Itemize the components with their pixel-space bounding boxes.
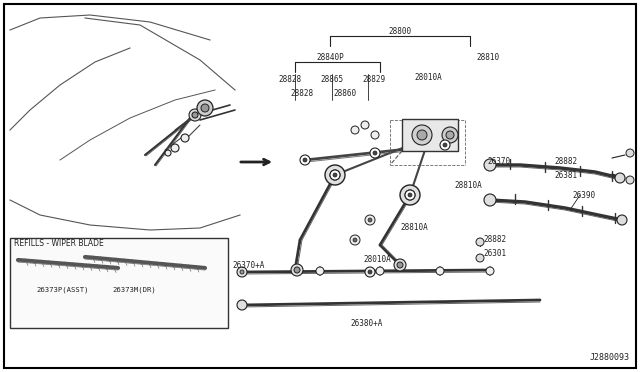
Circle shape (476, 254, 484, 262)
Circle shape (486, 267, 494, 275)
Circle shape (626, 149, 634, 157)
Text: 28810A: 28810A (454, 180, 482, 189)
Circle shape (408, 193, 412, 197)
Circle shape (615, 173, 625, 183)
Bar (402, 119, 458, 151)
Text: 28010A: 28010A (414, 74, 442, 83)
Text: 28828: 28828 (291, 90, 314, 99)
Circle shape (300, 155, 310, 165)
Circle shape (165, 150, 171, 156)
Circle shape (350, 235, 360, 245)
Circle shape (197, 100, 213, 116)
Circle shape (371, 131, 379, 139)
Circle shape (484, 194, 496, 206)
Circle shape (240, 270, 244, 274)
Circle shape (330, 170, 340, 180)
Circle shape (333, 173, 337, 177)
Text: 26380+A: 26380+A (351, 318, 383, 327)
Circle shape (330, 170, 340, 180)
Text: 28810A: 28810A (400, 224, 428, 232)
Circle shape (373, 151, 377, 155)
Text: 28829: 28829 (362, 76, 385, 84)
Circle shape (368, 270, 372, 274)
Circle shape (446, 131, 454, 139)
Circle shape (476, 238, 484, 246)
Text: 26370: 26370 (487, 157, 510, 167)
Circle shape (405, 190, 415, 200)
Text: 28828: 28828 (278, 76, 301, 84)
Circle shape (316, 267, 324, 275)
Circle shape (405, 190, 415, 200)
Circle shape (412, 125, 432, 145)
Circle shape (365, 215, 375, 225)
Text: 28882: 28882 (554, 157, 577, 167)
Circle shape (436, 267, 444, 275)
Text: 28010A: 28010A (363, 256, 391, 264)
Circle shape (181, 134, 189, 142)
Text: 26373P(ASST): 26373P(ASST) (36, 287, 89, 293)
Circle shape (617, 215, 627, 225)
Circle shape (365, 267, 375, 277)
Text: 28865: 28865 (321, 76, 344, 84)
Text: 28840P: 28840P (316, 54, 344, 62)
Text: 28882: 28882 (483, 235, 506, 244)
Circle shape (303, 158, 307, 162)
Circle shape (417, 130, 427, 140)
Circle shape (370, 148, 380, 158)
Circle shape (294, 267, 300, 273)
Text: 28800: 28800 (388, 28, 412, 36)
Circle shape (171, 144, 179, 152)
Circle shape (397, 262, 403, 268)
Text: 26390: 26390 (572, 192, 595, 201)
Circle shape (189, 109, 201, 121)
Text: 26381: 26381 (554, 171, 577, 180)
Circle shape (443, 143, 447, 147)
Circle shape (237, 300, 247, 310)
Circle shape (440, 140, 450, 150)
Text: J2880093: J2880093 (590, 353, 630, 362)
Circle shape (291, 264, 303, 276)
Circle shape (442, 127, 458, 143)
Circle shape (351, 126, 359, 134)
Circle shape (484, 159, 496, 171)
Text: 26301: 26301 (483, 250, 506, 259)
Text: 28810: 28810 (476, 54, 499, 62)
Circle shape (400, 185, 420, 205)
Text: REFILLS - WIPER BLADE: REFILLS - WIPER BLADE (14, 240, 104, 248)
Circle shape (192, 112, 198, 118)
Circle shape (626, 176, 634, 184)
Circle shape (325, 165, 345, 185)
Circle shape (361, 121, 369, 129)
Circle shape (237, 267, 247, 277)
Circle shape (394, 259, 406, 271)
Text: 26370+A: 26370+A (232, 260, 264, 269)
Circle shape (201, 104, 209, 112)
Text: 28860: 28860 (333, 90, 356, 99)
Circle shape (353, 238, 357, 242)
Circle shape (368, 218, 372, 222)
Bar (10, 238, 228, 328)
Text: 26373M(DR): 26373M(DR) (112, 287, 156, 293)
Circle shape (376, 267, 384, 275)
